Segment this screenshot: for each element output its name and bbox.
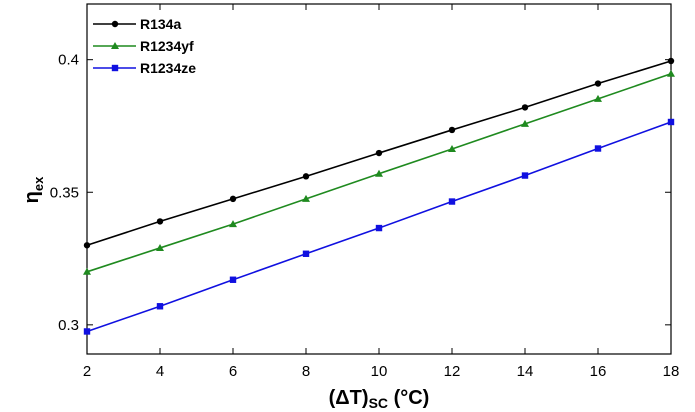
series-r1234ze bbox=[83, 118, 675, 335]
data-point bbox=[667, 57, 675, 65]
x-tick-label: 2 bbox=[83, 363, 91, 380]
data-point bbox=[229, 220, 237, 228]
data-point bbox=[375, 149, 383, 157]
y-axis-label: ηex bbox=[21, 176, 46, 203]
data-point bbox=[302, 250, 310, 257]
x-tick-label: 12 bbox=[444, 363, 461, 380]
legend-marker bbox=[111, 64, 119, 72]
legend-item: R134a bbox=[93, 16, 181, 32]
data-point bbox=[156, 303, 164, 310]
data-point bbox=[448, 145, 456, 153]
x-axis-label-sub: SC bbox=[369, 395, 388, 411]
data-point bbox=[156, 218, 164, 225]
data-point bbox=[594, 145, 602, 152]
data-point bbox=[667, 69, 675, 77]
data-point bbox=[594, 94, 602, 102]
data-point bbox=[521, 119, 529, 127]
y-axis-label-main: η bbox=[21, 191, 43, 203]
data-point bbox=[229, 276, 237, 283]
data-point bbox=[302, 194, 310, 202]
data-point bbox=[594, 80, 602, 87]
data-point bbox=[667, 118, 675, 126]
x-tick-label: 14 bbox=[517, 363, 534, 380]
y-tick-label: 0.4 bbox=[58, 52, 79, 69]
data-point bbox=[448, 126, 456, 134]
data-point bbox=[521, 172, 529, 179]
series-r1234yf bbox=[83, 69, 675, 275]
data-point bbox=[83, 328, 91, 335]
data-point bbox=[83, 267, 91, 275]
data-point bbox=[302, 173, 310, 180]
y-axis-label-sub: ex bbox=[31, 176, 46, 191]
legend-marker bbox=[111, 42, 119, 49]
data-point bbox=[229, 195, 237, 203]
x-tick-label: 10 bbox=[371, 363, 388, 380]
series-r134a bbox=[83, 57, 675, 249]
x-tick-label: 6 bbox=[229, 363, 237, 380]
legend-item: R1234ze bbox=[93, 60, 196, 76]
legend: R134a R1234yf R1234ze bbox=[93, 16, 196, 76]
y-axis-ticks: 0.3 0.35 0.4 bbox=[50, 52, 671, 334]
x-axis-label-unit: (°C) bbox=[388, 387, 429, 409]
data-point bbox=[375, 169, 383, 177]
y-tick-label: 0.3 bbox=[58, 317, 79, 334]
data-point bbox=[448, 198, 456, 205]
x-tick-label: 4 bbox=[156, 363, 164, 380]
legend-item: R1234yf bbox=[93, 38, 194, 54]
series-layer bbox=[83, 57, 675, 335]
x-tick-label: 16 bbox=[590, 363, 607, 380]
x-axis-label: (ΔT)SC (°C) bbox=[329, 387, 430, 411]
data-point bbox=[375, 224, 383, 232]
y-tick-label: 0.35 bbox=[50, 184, 79, 201]
legend-label: R1234ze bbox=[140, 60, 196, 76]
data-point bbox=[156, 243, 164, 251]
legend-label: R1234yf bbox=[140, 38, 194, 54]
x-tick-label: 8 bbox=[302, 363, 310, 380]
x-tick-label: 18 bbox=[663, 363, 680, 380]
legend-label: R134a bbox=[140, 16, 181, 32]
data-point bbox=[83, 242, 91, 249]
legend-marker bbox=[111, 20, 119, 28]
x-axis-label-main: (ΔT) bbox=[329, 387, 369, 409]
x-axis-ticks: 2 4 6 8 10 12 14 16 18 bbox=[83, 4, 680, 380]
data-point bbox=[521, 104, 529, 111]
